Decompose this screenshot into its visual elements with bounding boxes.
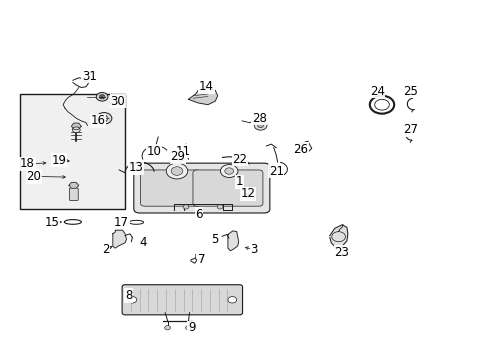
- Text: 14: 14: [199, 80, 214, 93]
- FancyBboxPatch shape: [69, 188, 78, 201]
- Text: 18: 18: [20, 157, 35, 170]
- Text: 27: 27: [402, 123, 417, 136]
- Circle shape: [254, 121, 266, 130]
- Polygon shape: [69, 183, 79, 188]
- Text: 9: 9: [188, 321, 195, 334]
- Text: 21: 21: [268, 165, 283, 177]
- FancyBboxPatch shape: [141, 170, 200, 206]
- Circle shape: [224, 168, 233, 174]
- Circle shape: [227, 297, 236, 303]
- Polygon shape: [329, 225, 347, 248]
- Text: 23: 23: [334, 246, 349, 259]
- Text: 1: 1: [235, 175, 243, 188]
- Circle shape: [175, 154, 185, 161]
- Circle shape: [185, 325, 191, 330]
- Text: 19: 19: [52, 154, 66, 167]
- Text: 29: 29: [170, 150, 185, 163]
- Text: 24: 24: [369, 85, 384, 98]
- Circle shape: [257, 123, 263, 128]
- FancyBboxPatch shape: [134, 163, 269, 213]
- Circle shape: [183, 205, 188, 209]
- Text: 8: 8: [124, 289, 132, 302]
- Circle shape: [72, 127, 80, 133]
- Polygon shape: [227, 231, 238, 251]
- Circle shape: [96, 93, 108, 101]
- Text: 25: 25: [402, 85, 417, 98]
- Text: 22: 22: [232, 153, 246, 166]
- Text: 2: 2: [102, 243, 109, 256]
- Circle shape: [164, 325, 170, 330]
- Bar: [20, 94, 125, 209]
- Circle shape: [100, 116, 108, 121]
- Text: 26: 26: [292, 143, 307, 156]
- Text: 28: 28: [251, 112, 266, 125]
- Circle shape: [128, 297, 137, 303]
- Text: 30: 30: [110, 95, 125, 108]
- Polygon shape: [188, 89, 217, 105]
- Text: 11: 11: [176, 145, 191, 158]
- Text: 31: 31: [82, 69, 97, 82]
- Text: 7: 7: [198, 253, 205, 266]
- Text: 12: 12: [241, 187, 255, 200]
- Text: 10: 10: [146, 145, 162, 158]
- Text: 5: 5: [211, 233, 219, 246]
- Circle shape: [217, 205, 223, 209]
- Circle shape: [99, 95, 105, 99]
- Text: 6: 6: [195, 208, 203, 221]
- Text: 20: 20: [26, 170, 41, 183]
- Text: 13: 13: [128, 161, 143, 174]
- Polygon shape: [113, 230, 126, 248]
- Circle shape: [171, 167, 183, 175]
- Text: 15: 15: [44, 216, 59, 229]
- Text: 17: 17: [114, 216, 129, 229]
- Text: 4: 4: [140, 236, 147, 249]
- Text: 16: 16: [91, 114, 105, 127]
- FancyBboxPatch shape: [122, 285, 242, 315]
- Polygon shape: [71, 123, 81, 129]
- Circle shape: [166, 163, 187, 179]
- Circle shape: [220, 165, 238, 177]
- Text: 3: 3: [250, 243, 257, 256]
- Circle shape: [96, 113, 112, 124]
- FancyBboxPatch shape: [193, 170, 263, 206]
